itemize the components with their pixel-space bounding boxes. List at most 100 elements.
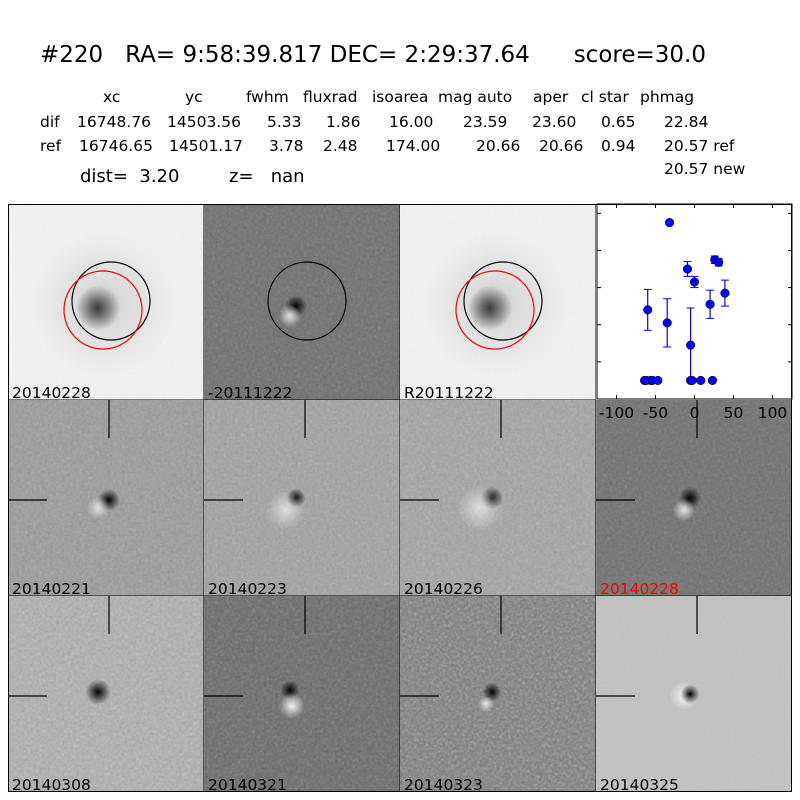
source-blob <box>32 232 176 376</box>
column-header: mag auto <box>438 88 513 106</box>
table-cell: 14503.56 <box>167 113 241 131</box>
column-header: fluxrad <box>303 88 358 106</box>
marker <box>682 264 693 274</box>
stamp-date-label: 20140308 <box>12 775 91 792</box>
marker <box>687 375 697 385</box>
table-cell: 2.48 <box>323 137 358 155</box>
table-cell: 16.00 <box>389 113 434 131</box>
dec-coordinate: DEC= 2:29:37.64 <box>329 42 530 68</box>
column-header: xc <box>103 88 121 106</box>
stamp-date-label: -20111222 <box>208 383 293 400</box>
image-stamp: 20140321 <box>204 596 400 792</box>
candidate-title: #220 RA= 9:58:39.817 DEC= 2:29:37.64 sco… <box>40 44 706 67</box>
source-blob <box>86 496 110 520</box>
image-stamp: 20140325 <box>596 596 792 792</box>
marker <box>696 375 706 385</box>
stamp-date-label: R20111222 <box>404 383 494 400</box>
data-point <box>682 261 693 277</box>
data-point <box>707 375 717 385</box>
table-cell: 20.57 ref <box>664 137 735 155</box>
source-blob <box>478 696 494 712</box>
image-stamp: 20140226 <box>400 400 596 596</box>
phmag-new: 20.57 new <box>664 160 746 178</box>
stamp-date-label: 20140226 <box>404 579 483 596</box>
image-stamp: R20111222 <box>400 204 596 400</box>
table-cell: 5.33 <box>267 113 302 131</box>
data-point <box>720 279 730 307</box>
plot-area <box>596 203 793 400</box>
source-blob <box>672 498 696 522</box>
image-stamp: 20140308 <box>8 596 204 792</box>
x-tick-label: -50 <box>643 404 668 422</box>
aperture-circle <box>463 261 543 341</box>
marker <box>714 257 724 267</box>
stamp-date-label: 20140228 <box>600 579 679 596</box>
marker <box>664 218 675 228</box>
table-cell: 16746.65 <box>79 137 153 155</box>
table-cell: 3.78 <box>269 137 304 155</box>
source-blob <box>278 304 302 328</box>
column-header: phmag <box>640 88 695 106</box>
image-stamp: 20140221 <box>8 400 204 596</box>
data-point <box>714 257 724 267</box>
table-cell: 1.86 <box>326 113 361 131</box>
data-point <box>686 307 696 383</box>
table-cell: 174.00 <box>386 137 441 155</box>
table-cell: 16748.76 <box>77 113 151 131</box>
marker <box>662 318 672 328</box>
data-point <box>664 218 675 228</box>
stamp-date-label: 20140223 <box>208 579 287 596</box>
table-cell: 23.60 <box>532 113 577 131</box>
data-point <box>653 375 663 385</box>
table-cell: 0.65 <box>601 113 636 131</box>
x-tick-label: -100 <box>599 404 634 422</box>
table-cell: 20.66 <box>476 137 521 155</box>
ra-coordinate: RA= 9:58:39.817 <box>125 42 323 68</box>
data-point <box>662 298 672 348</box>
x-tick-label: 50 <box>724 404 744 422</box>
marker <box>689 277 700 287</box>
image-stamp: 20140323 <box>400 596 596 792</box>
light-curve-plot: -100-50050100212223242526 <box>596 203 793 422</box>
x-tick-label: 0 <box>690 404 700 422</box>
x-tick-label: 100 <box>758 404 788 422</box>
column-header: cl star <box>581 88 629 106</box>
aperture-circle <box>267 261 347 341</box>
stamp-date-label: 20140325 <box>600 775 679 792</box>
marker <box>643 305 653 315</box>
table-cell: 22.84 <box>664 113 709 131</box>
source-blob <box>457 485 503 531</box>
data-point <box>687 375 697 385</box>
data-point <box>643 288 653 331</box>
data-point <box>689 275 700 289</box>
stamp-date-label: 20140323 <box>404 775 483 792</box>
column-header: yc <box>185 88 203 106</box>
column-header: isoarea <box>372 88 429 106</box>
source-blob <box>680 684 700 704</box>
image-stamp: 20140228 <box>596 400 792 596</box>
marker <box>705 299 715 309</box>
reference-circle <box>455 270 535 350</box>
marker <box>653 375 663 385</box>
data-point <box>696 375 706 385</box>
data-point <box>705 289 715 319</box>
row-label: ref <box>40 137 62 155</box>
column-header: aper <box>533 88 569 106</box>
table-cell: 0.94 <box>601 137 636 155</box>
image-stamp: -20111222 <box>204 204 400 400</box>
source-blob <box>279 693 305 719</box>
column-header: fwhm <box>246 88 289 106</box>
dist-value: dist= 3.20 <box>80 166 180 187</box>
stamp-date-label: 20140221 <box>12 579 91 596</box>
source-blob <box>424 232 568 376</box>
marker <box>720 288 730 298</box>
candidate-id: #220 <box>40 42 104 68</box>
score: score=30.0 <box>573 42 706 68</box>
image-stamp: 20140228 <box>8 204 204 400</box>
table-cell: 20.66 <box>539 137 584 155</box>
marker <box>686 340 696 350</box>
row-label: dif <box>40 113 60 131</box>
aperture-circle <box>71 261 151 341</box>
marker <box>707 375 717 385</box>
stamp-date-label: 20140228 <box>12 383 91 400</box>
